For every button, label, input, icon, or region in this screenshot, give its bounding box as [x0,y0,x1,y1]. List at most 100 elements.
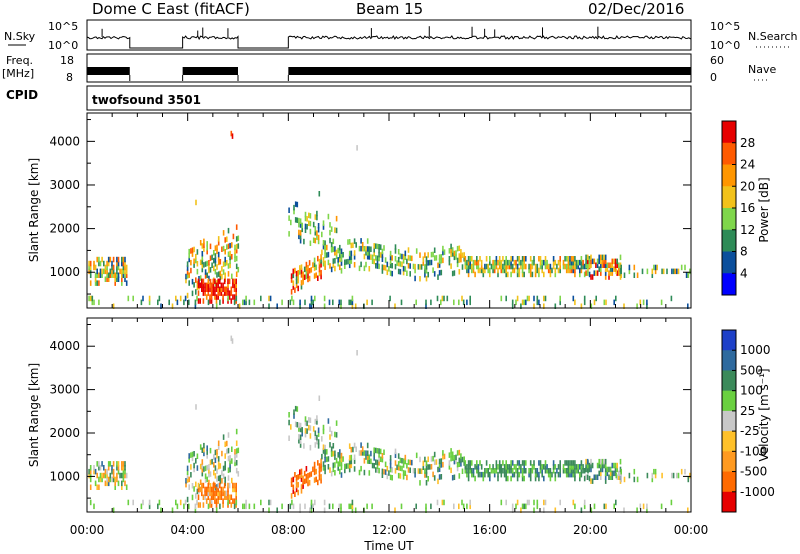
velocity-cell [472,468,475,474]
velocity-cell [242,503,244,510]
velocity-cell [119,472,121,479]
power-cell [330,242,333,248]
velocity-cell [222,473,225,479]
velocity-cell [260,499,262,506]
power-cell [479,267,481,274]
power-cell [112,264,115,271]
velocity-cell [453,474,456,480]
velocity-cell [670,499,673,506]
velocity-cell [580,464,583,470]
velocity-cell [528,468,530,474]
power-cell [458,253,461,259]
power-cell [318,266,321,273]
power-cell [557,267,560,274]
power-cell [307,276,309,283]
velocity-cell [477,471,480,478]
velocity-cell [363,450,366,456]
power-cell [505,267,507,274]
velocity-cell [556,468,558,474]
power-cell [183,299,185,306]
power-cell [201,266,204,273]
power-cell [462,299,465,306]
power-cell [312,237,315,243]
power-cell [365,246,367,252]
velocity-cell [99,472,102,479]
power-cell [316,210,318,217]
power-cell [305,273,308,280]
power-cell [347,258,349,265]
power-cell [531,259,534,266]
power-cell [363,253,366,260]
velocity-cell [294,472,296,478]
velocity-cell [193,486,195,492]
velocity-cell [121,480,123,487]
power-cell [98,299,100,306]
velocity-cell [402,458,405,464]
power-cell [304,215,307,222]
velocity-cell [101,476,103,483]
power-cell [207,290,210,296]
power-cell [633,272,636,278]
power-cell [93,299,95,306]
velocity-cell [320,474,322,480]
velocity-cell [511,471,514,478]
velocity-cell [302,475,304,481]
velocity-cell [443,453,446,460]
power-cell [234,256,236,262]
power-cell [616,270,618,276]
power-cell [300,272,303,278]
velocity-cell [472,471,475,478]
velocity-cell [186,469,189,475]
power-cell [613,258,615,265]
freq-block [182,67,238,75]
velocity-colorbar-tick-label: -25 [740,424,760,438]
power-cell [190,259,192,266]
power-cell [469,256,471,262]
velocity-cell [268,499,270,506]
velocity-cell [220,494,223,500]
power-cell [314,226,317,232]
velocity-cell [290,481,293,487]
power-cell [208,267,210,274]
velocity-cell [314,434,317,440]
power-cell [197,298,200,304]
power-cell [281,299,283,306]
velocity-cell [207,494,210,500]
power-cell [503,267,506,274]
velocity-cell [432,455,434,462]
power-cell [340,303,342,309]
power-cell [194,299,197,306]
power-cell [598,258,600,265]
velocity-cell [533,464,535,470]
power-cell [210,290,213,296]
power-cell [595,270,597,276]
power-cell [549,263,552,270]
power-cell [337,247,339,254]
power-cell [528,267,530,274]
power-cell [547,263,550,270]
power-cell [353,254,356,260]
velocity-cell [297,482,299,488]
power-cell [414,267,416,274]
power-cell [196,249,199,255]
velocity-cell [313,461,316,468]
power-cell [89,268,92,275]
power-cell [116,260,118,267]
velocity-cell [201,467,204,473]
velocity-cell [463,460,465,466]
power-cell [317,227,320,233]
velocity-cell [227,432,230,438]
power-cell [98,280,100,286]
velocity-colorbar-swatch [722,390,736,412]
velocity-cell [455,458,457,464]
velocity-cell [234,456,236,463]
power-cell [586,254,589,261]
power-cell [588,262,591,268]
power-cell [603,299,606,306]
power-cell [461,295,463,302]
velocity-cell [394,448,397,455]
velocity-cell [500,464,503,470]
velocity-colorbar-tick-label: -1000 [740,485,775,499]
velocity-cell [461,456,464,463]
velocity-cell [322,428,325,435]
